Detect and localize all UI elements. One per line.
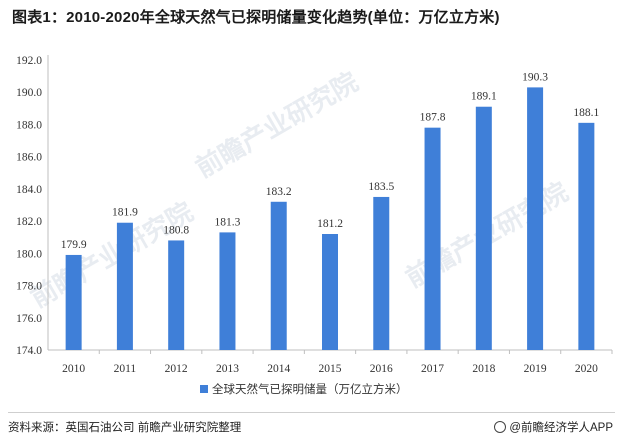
- bar: [373, 196, 390, 350]
- bar: [578, 122, 595, 350]
- x-tick-label: 2013: [216, 363, 239, 375]
- footer-divider: [8, 412, 615, 413]
- x-tick-label: 2017: [421, 363, 444, 375]
- data-label: 181.2: [317, 218, 343, 230]
- data-label: 183.5: [368, 181, 394, 193]
- data-label: 181.3: [215, 216, 241, 228]
- bar-chart: 174.0 176.0 178.0 180.0 182.0 184.0 186.0 188.0…: [16, 55, 613, 396]
- x-tick-label: 2014: [267, 363, 290, 375]
- y-tick-label: 182.0: [16, 216, 42, 228]
- source-note: 资料来源：英国石油公司 前瞻产业研究院整理: [8, 422, 242, 434]
- y-tick-label: 192.0: [16, 55, 42, 67]
- bar: [322, 234, 338, 350]
- x-tick-label: 2018: [472, 363, 495, 375]
- bar: [168, 240, 185, 350]
- data-label: 183.2: [266, 186, 292, 198]
- x-tick-label: 2011: [114, 363, 137, 375]
- bar: [219, 232, 236, 350]
- x-tick-label: 2012: [165, 363, 188, 375]
- brand-text: @前瞻经济学人APP: [509, 422, 613, 434]
- bar: [475, 106, 492, 350]
- y-tick-label: 176.0: [16, 313, 42, 325]
- data-label: 179.9: [61, 239, 87, 251]
- data-label: 190.3: [522, 71, 548, 83]
- chart-title: 图表1：2010-2020年全球天然气已探明储量变化趋势(单位：万亿立方米): [12, 9, 500, 26]
- x-tick-label: 2015: [319, 363, 342, 375]
- x-tick-label: 2019: [524, 363, 547, 375]
- bar: [270, 201, 287, 350]
- y-tick-label: 186.0: [16, 152, 42, 164]
- data-label: 180.8: [163, 224, 189, 236]
- y-tick-label: 184.0: [16, 184, 42, 196]
- bar: [424, 127, 441, 351]
- brand-label: @前瞻经济学人APP: [494, 419, 613, 435]
- bar: [65, 254, 82, 350]
- data-label: 189.1: [471, 91, 497, 103]
- y-tick-label: 188.0: [16, 119, 42, 131]
- legend-swatch: [200, 385, 208, 393]
- data-label: 188.1: [573, 107, 599, 119]
- bar: [116, 222, 133, 350]
- y-tick-label: 180.0: [16, 248, 42, 260]
- bar: [527, 87, 544, 350]
- data-label: 181.9: [112, 207, 138, 219]
- x-tick-label: 2010: [62, 363, 85, 375]
- y-tick-label: 190.0: [16, 87, 42, 99]
- x-tick-label: 2020: [575, 363, 598, 375]
- brand-icon: [494, 421, 507, 433]
- data-label: 187.8: [420, 112, 446, 124]
- legend-label: 全球天然气已探明储量（万亿立方米）: [212, 382, 408, 396]
- y-tick-label: 178.0: [16, 281, 42, 293]
- y-tick-label: 174.0: [16, 345, 42, 357]
- x-tick-label: 2016: [370, 363, 393, 375]
